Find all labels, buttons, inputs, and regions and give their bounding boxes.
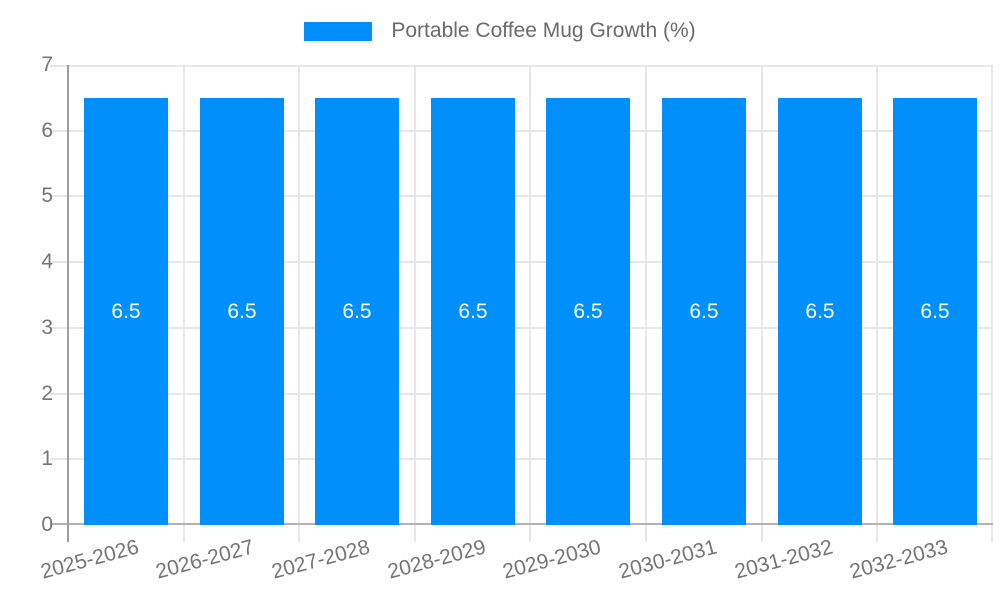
bar[interactable]: 6.5	[431, 98, 515, 525]
gridline-v	[298, 65, 300, 542]
bar[interactable]: 6.5	[200, 98, 284, 525]
bar-value-label: 6.5	[111, 299, 141, 323]
x-axis-label: 2028-2029	[384, 535, 488, 584]
bar-value-label: 6.5	[458, 299, 488, 323]
legend[interactable]: Portable Coffee Mug Growth (%)	[0, 17, 1000, 45]
y-axis-label: 7	[41, 53, 53, 76]
gridline-v	[529, 65, 531, 542]
bar[interactable]: 6.5	[84, 98, 168, 525]
gridline-h	[50, 393, 993, 395]
gridline-v	[414, 65, 416, 542]
bar-value-label: 6.5	[689, 299, 719, 323]
bar-value-label: 6.5	[342, 299, 372, 323]
bar[interactable]: 6.5	[778, 98, 862, 525]
y-axis-label: 6	[41, 119, 53, 142]
bar-value-label: 6.5	[227, 299, 257, 323]
y-axis-label: 2	[41, 382, 53, 405]
x-axis-label: 2030-2031	[615, 535, 719, 584]
y-axis-label: 5	[41, 184, 53, 207]
gridline-v	[183, 65, 185, 542]
legend-swatch-icon	[304, 21, 373, 41]
x-axis-label: 2027-2028	[268, 535, 372, 584]
x-axis-label: 2032-2033	[846, 535, 950, 584]
gridline-v	[991, 65, 993, 542]
y-axis-label: 1	[41, 447, 53, 470]
y-axis-line	[67, 65, 69, 542]
y-axis-label: 3	[41, 316, 53, 339]
x-axis-label: 2031-2032	[731, 535, 835, 584]
bar-value-label: 6.5	[805, 299, 835, 323]
x-axis-label: 2026-2027	[152, 535, 256, 584]
x-axis-baseline	[50, 523, 993, 525]
bar-value-label: 6.5	[573, 299, 603, 323]
y-axis-label: 4	[41, 250, 53, 273]
gridline-h	[50, 261, 993, 263]
gridline-h	[50, 327, 993, 329]
gridline-h	[50, 195, 993, 197]
bar[interactable]: 6.5	[546, 98, 630, 525]
y-axis-label: 0	[41, 513, 53, 536]
gridline-v	[761, 65, 763, 542]
gridline-h	[50, 458, 993, 460]
x-axis-label: 2029-2030	[499, 535, 603, 584]
bar-value-label: 6.5	[920, 299, 950, 323]
gridline-h	[50, 65, 993, 67]
gridline-v	[876, 65, 878, 542]
bar[interactable]: 6.5	[315, 98, 399, 525]
bar[interactable]: 6.5	[662, 98, 746, 525]
gridline-v	[645, 65, 647, 542]
gridline-h	[50, 130, 993, 132]
legend-label: Portable Coffee Mug Growth (%)	[391, 19, 696, 42]
plot-area: 6.5 6.5 6.5 6.5 6.5 6.5 6.5 6.5	[50, 65, 993, 542]
bar[interactable]: 6.5	[893, 98, 977, 525]
x-axis-label: 2025-2026	[37, 535, 141, 584]
